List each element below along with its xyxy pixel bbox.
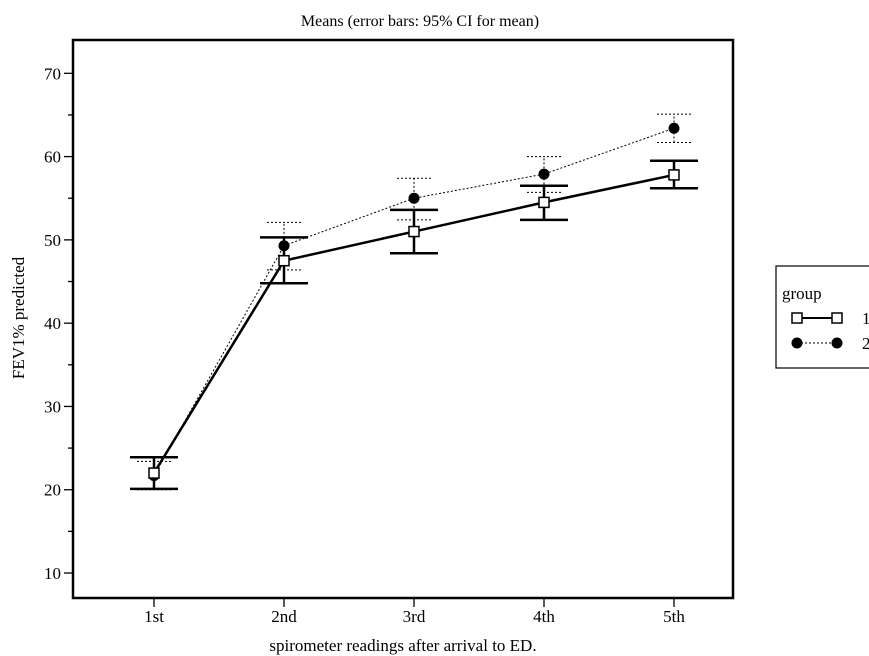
- y-axis-ticks: 10 20 30 40 50 60 70: [44, 64, 73, 583]
- y-tick-label: 20: [44, 481, 61, 500]
- x-tick-label: 4th: [533, 607, 555, 626]
- x-tick-label: 2nd: [271, 607, 297, 626]
- y-tick-label: 30: [44, 397, 61, 416]
- data-point-series-1: [278, 254, 290, 267]
- legend-marker-series-1-left: [791, 312, 803, 324]
- data-point-series-2: [538, 168, 550, 180]
- x-tick-label: 5th: [663, 607, 685, 626]
- series-1: [130, 159, 698, 491]
- data-point-series-1: [668, 169, 680, 181]
- data-point-series-1: [148, 467, 160, 479]
- x-tick-label: 3rd: [403, 607, 426, 626]
- legend-title: group: [782, 284, 822, 303]
- data-point-series-2: [408, 192, 420, 204]
- y-tick-label: 50: [44, 231, 61, 250]
- legend: group 1 2: [775, 265, 869, 369]
- series-line-2: [153, 127, 675, 476]
- x-axis-label: spirometer readings after arrival to ED.: [269, 636, 536, 655]
- legend-marker-series-1-right: [831, 312, 843, 324]
- y-tick-label: 40: [44, 314, 61, 333]
- y-axis-label: FEV1% predicted: [9, 256, 28, 379]
- data-point-series-2: [668, 122, 680, 134]
- y-tick-label: 10: [44, 564, 61, 583]
- data-point-series-1: [538, 196, 550, 209]
- x-tick-label: 1st: [144, 607, 164, 626]
- data-point-series-1: [408, 225, 420, 238]
- legend-marker-series-2-left: [791, 337, 803, 349]
- legend-label-series-2: 2: [862, 334, 869, 353]
- series-layer: [130, 113, 698, 491]
- series-2: [137, 113, 691, 491]
- y-tick-label: 60: [44, 148, 61, 167]
- chart-title: Means (error bars: 95% CI for mean): [301, 13, 539, 30]
- legend-marker-series-2-right: [831, 337, 843, 349]
- y-tick-label: 70: [44, 64, 61, 83]
- x-axis-ticks: 1st 2nd 3rd 4th 5th: [144, 598, 685, 626]
- legend-label-series-1: 1: [862, 309, 869, 328]
- plot-frame: [71, 38, 735, 600]
